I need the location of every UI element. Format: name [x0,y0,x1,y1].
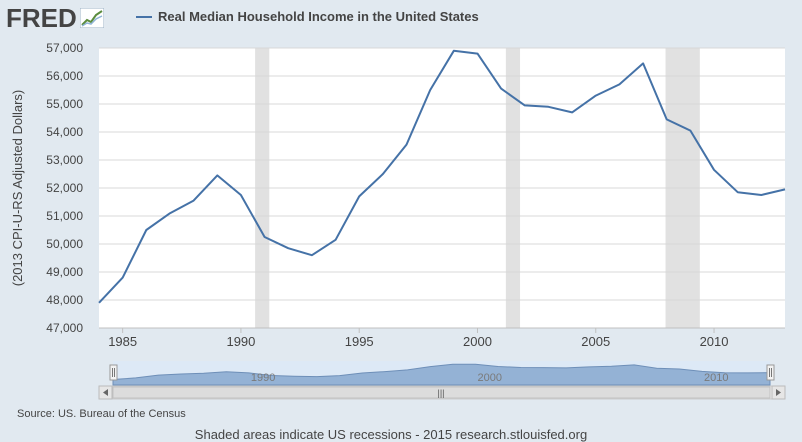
scrollbar-grip: ||| [437,388,444,398]
series-lines [98,49,786,304]
navigator-left-handle[interactable] [109,364,118,381]
x-tick-label: 1995 [345,334,374,349]
source-text: Source: US. Bureau of the Census [17,408,186,420]
series-line[interactable] [98,49,786,304]
navigator-right-handle[interactable] [766,364,775,381]
x-tick-label: 1990 [226,334,255,349]
scrollbar[interactable]: ||| [98,385,786,400]
y-axis-ticks: 47,000 48,000 49,000 50,000 51,000 52,000 53,0… [46,41,83,335]
y-axis-label: (2013 CPI-U-RS Adjusted Dollars) [10,90,25,287]
recession-note[interactable]: Shaded areas indicate US recessions - 20… [194,427,588,442]
y-tick-label: 55,000 [46,97,83,111]
x-tick-label: 2010 [700,334,729,349]
legend-line-swatch [136,15,152,18]
y-tick-label: 54,000 [46,125,83,139]
navigator[interactable]: 1990 2000 2010 [109,361,775,386]
y-tick-label: 51,000 [46,209,83,223]
y-tick-label: 49,000 [46,265,83,279]
fred-logo-graph-icon [79,8,104,28]
navigator-year-label: 2010 [704,372,728,384]
chevron-left-icon [103,389,108,396]
legend-label: Real Median Household Income in the Unit… [158,9,479,24]
scrollbar-left-arrow-button[interactable] [98,385,113,400]
x-tick-label: 2000 [463,334,492,349]
y-tick-label: 50,000 [46,237,83,251]
y-tick-label: 52,000 [46,181,83,195]
y-tick-label: 57,000 [46,41,83,55]
chart-legend[interactable]: Real Median Household Income in the Unit… [136,9,479,24]
fred-logo-text: FRED [6,2,77,33]
chevron-right-icon [776,389,781,396]
navigator-area [112,363,771,386]
navigator-labels: 1990 2000 2010 [251,372,729,384]
fred-logo[interactable]: FRED [6,2,104,33]
y-tick-label: 53,000 [46,153,83,167]
scrollbar-right-arrow-button[interactable] [771,385,786,400]
y-tick-label: 56,000 [46,69,83,83]
x-tick-label: 1985 [108,334,137,349]
x-axis-ticks: 1985 1990 1995 2000 2005 2010 [108,328,728,349]
grid-lines [99,47,785,329]
x-tick-label: 2005 [581,334,610,349]
navigator-year-label: 2000 [477,372,501,384]
scrollbar-thumb[interactable]: ||| [112,386,771,399]
y-tick-label: 47,000 [46,321,83,335]
navigator-year-label: 1990 [251,372,275,384]
y-tick-label: 48,000 [46,293,83,307]
